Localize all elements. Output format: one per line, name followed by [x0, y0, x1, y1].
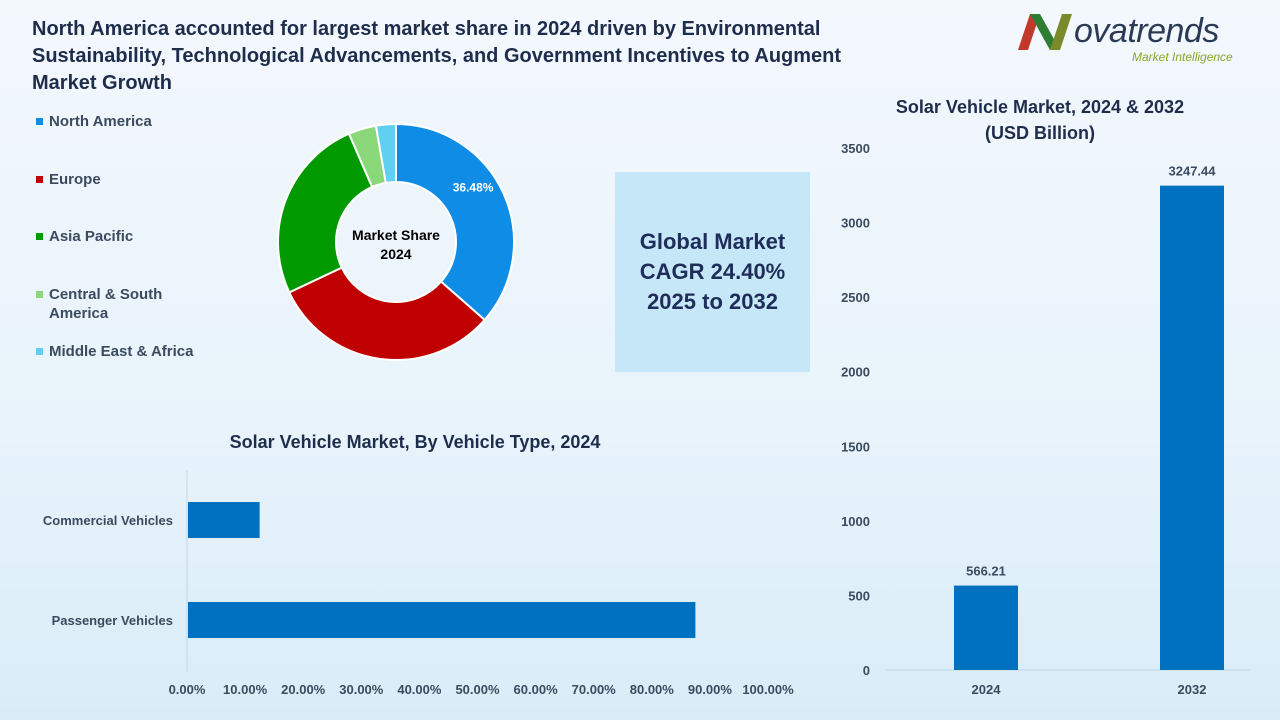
- legend-label: Central & South America: [49, 286, 163, 322]
- logo-wordmark: ovatrends: [1074, 12, 1219, 50]
- donut-center-label-line2: 2024: [380, 246, 411, 262]
- cagr-line-3: 2025 to 2032: [647, 289, 778, 314]
- x-category-label: 2024: [972, 682, 1002, 697]
- market-size-chart-subtitle: (USD Billion): [985, 123, 1095, 143]
- donut-center-label-line1: Market Share: [352, 227, 440, 243]
- x-tick-label: 40.00%: [397, 682, 442, 697]
- x-tick-label: 50.00%: [455, 682, 500, 697]
- cagr-callout: Global Market CAGR 24.40% 2025 to 2032: [615, 172, 810, 372]
- y-tick-label: 500: [848, 588, 870, 603]
- bar-passenger-vehicles: [188, 602, 696, 638]
- y-tick-label: 3000: [841, 216, 870, 231]
- category-label: Commercial Vehicles: [43, 513, 173, 528]
- x-tick-label: 70.00%: [572, 682, 617, 697]
- data-label: 566.21: [966, 564, 1006, 579]
- legend-item-central-south-america: Central & South America: [36, 285, 176, 323]
- x-tick-label: 30.00%: [339, 682, 384, 697]
- data-label: 3247.44: [1169, 164, 1217, 179]
- legend-label: North America: [49, 113, 152, 130]
- category-label: Passenger Vehicles: [52, 613, 173, 628]
- donut-slice-asia-pacific: [277, 132, 374, 294]
- donut-slice-europe: [287, 266, 487, 361]
- x-tick-label: 60.00%: [514, 682, 559, 697]
- legend-label: Europe: [49, 171, 101, 188]
- legend-item-europe: Europe: [36, 170, 216, 189]
- bar-2032: [1160, 185, 1224, 670]
- market-size-bar-chart: 0 500 1000 1500 2000 2500 3000 3500 566.21 3247.…: [841, 141, 1250, 697]
- novatrends-n-logo-icon: [1018, 14, 1072, 50]
- donut-data-label-north-america: 36.48%: [453, 180, 494, 194]
- market-size-chart-title-line: Solar Vehicle Market, 2024 & 2032: [895, 97, 1185, 117]
- company-logo: ovatrends Market Intelligence: [1016, 10, 1266, 68]
- x-category-label: 2032: [1178, 682, 1207, 697]
- legend-item-asia-pacific: Asia Pacific: [36, 227, 216, 246]
- x-tick-label: 20.00%: [281, 682, 326, 697]
- donut-slice-north-america: [395, 122, 515, 322]
- x-tick-label: 0.00%: [169, 682, 206, 697]
- x-tick-label: 90.00%: [688, 682, 733, 697]
- legend-item-north-america: North America: [36, 112, 216, 131]
- y-tick-label: 0: [863, 663, 870, 678]
- logo-tagline: Market Intelligence: [1132, 50, 1233, 64]
- x-tick-label: 80.00%: [630, 682, 675, 697]
- market-size-chart-title: Solar Vehicle Market, 2024 & 2032 (USD B…: [860, 94, 1220, 146]
- cagr-line-2: CAGR 24.40%: [639, 259, 786, 284]
- legend-swatch: [36, 291, 43, 298]
- legend-swatch: [36, 118, 43, 125]
- y-tick-label: 1000: [841, 514, 870, 529]
- donut-slice-middle-east-africa: [374, 122, 397, 185]
- y-tick-label: 2000: [841, 365, 870, 380]
- market-share-donut-chart: Market Share 2024 36.48%: [277, 122, 515, 361]
- y-tick-label: 2500: [841, 290, 870, 305]
- y-tick-label: 3500: [841, 141, 870, 156]
- legend-swatch: [36, 348, 43, 355]
- legend-label: Asia Pacific: [49, 228, 134, 245]
- vehicle-type-bar-chart: Commercial Vehicles Passenger Vehicles 0.…: [43, 470, 794, 697]
- x-tick-label: 10.00%: [223, 682, 268, 697]
- legend-swatch: [36, 233, 43, 240]
- bar-commercial-vehicles: [188, 502, 260, 538]
- legend-item-middle-east-africa: Middle East & Africa: [36, 342, 216, 361]
- legend-swatch: [36, 176, 43, 183]
- bar-2024: [954, 585, 1018, 670]
- page-headline: North America accounted for largest mark…: [32, 18, 842, 94]
- cagr-line-1: Global Market: [639, 229, 786, 254]
- x-tick-label: 100.00%: [742, 682, 794, 697]
- vehicle-type-chart-title: Solar Vehicle Market, By Vehicle Type, 2…: [229, 432, 601, 452]
- legend-label: Middle East & Africa: [49, 343, 194, 360]
- y-tick-label: 1500: [841, 439, 870, 454]
